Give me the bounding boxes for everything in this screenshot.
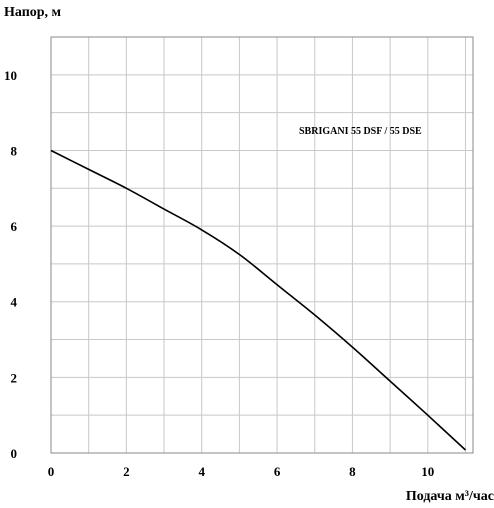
x-tick-label: 8 bbox=[349, 464, 356, 479]
plot-frame bbox=[50, 36, 474, 454]
series-line bbox=[50, 149, 467, 451]
x-tick-label: 0 bbox=[48, 464, 55, 479]
x-tick-label: 4 bbox=[198, 464, 205, 479]
y-tick-label: 6 bbox=[11, 219, 18, 234]
model-annotation: SBRIGANI 55 DSF / 55 DSE bbox=[299, 126, 422, 137]
y-tick-label: 4 bbox=[11, 295, 18, 310]
tick-labels: 0 2 4 6 8 10 0 2 4 6 8 10 bbox=[4, 68, 434, 479]
x-tick-label: 2 bbox=[123, 464, 130, 479]
y-axis-label: Напор, м bbox=[4, 5, 62, 20]
y-tick-label: 0 bbox=[11, 446, 18, 461]
x-tick-label: 6 bbox=[274, 464, 281, 479]
y-tick-label: 2 bbox=[11, 370, 18, 385]
grid bbox=[51, 37, 473, 453]
series-layer bbox=[50, 149, 467, 451]
x-tick-label: 10 bbox=[421, 464, 434, 479]
y-tick-label: 8 bbox=[11, 143, 18, 158]
y-tick-label: 10 bbox=[4, 68, 17, 83]
x-axis-label: Подача м³/час bbox=[406, 489, 494, 504]
